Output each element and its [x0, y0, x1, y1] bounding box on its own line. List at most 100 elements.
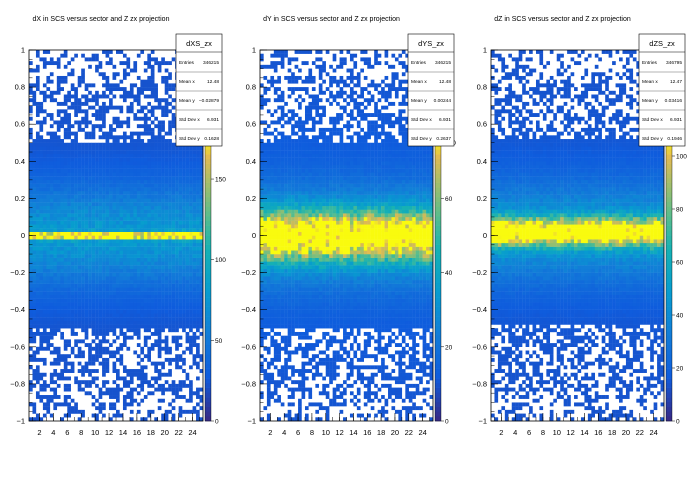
color-bar-segment: [205, 316, 211, 321]
heatmap-cell: [50, 236, 54, 240]
heatmap-cell: [106, 265, 110, 269]
heatmap-cell: [175, 187, 179, 191]
heatmap-cell: [196, 291, 200, 295]
heatmap-cell: [81, 187, 85, 191]
heatmap-cell: [81, 69, 85, 73]
heatmap-cell: [295, 317, 299, 321]
heatmap-cell: [119, 280, 123, 284]
heatmap-cell: [144, 232, 148, 236]
heatmap-cell: [36, 236, 40, 240]
heatmap-cell: [39, 299, 43, 303]
heatmap-cell: [95, 239, 99, 243]
heatmap-cell: [277, 258, 281, 262]
heatmap-cell: [263, 280, 267, 284]
heatmap-cell: [32, 169, 36, 173]
heatmap-cell: [165, 210, 169, 214]
heatmap-cell: [189, 184, 193, 188]
heatmap-cell: [74, 250, 78, 254]
heatmap-cell: [165, 180, 169, 184]
heatmap-cell: [67, 247, 71, 251]
heatmap-cell: [308, 265, 312, 269]
heatmap-cell: [284, 217, 288, 221]
heatmap-cell: [71, 165, 75, 169]
heatmap-cell: [113, 195, 117, 199]
heatmap-cell: [196, 336, 200, 340]
heatmap-cell: [113, 254, 117, 258]
heatmap-cell: [137, 143, 141, 147]
heatmap-cell: [158, 310, 162, 314]
heatmap-cell: [277, 206, 281, 210]
heatmap-cell: [102, 172, 106, 176]
heatmap-cell: [64, 295, 68, 299]
heatmap-cell: [126, 95, 130, 99]
heatmap-cell: [154, 287, 158, 291]
heatmap-cell: [302, 98, 306, 102]
heatmap-cell: [116, 306, 120, 310]
heatmap-cell: [81, 306, 85, 310]
heatmap-cell: [263, 299, 267, 303]
heatmap-cell: [305, 273, 309, 277]
heatmap-cell: [193, 158, 197, 162]
heatmap-cell: [46, 336, 50, 340]
heatmap-cell: [151, 72, 155, 76]
heatmap-cell: [154, 284, 158, 288]
heatmap-cell: [189, 195, 193, 199]
heatmap-cell: [60, 184, 64, 188]
heatmap-cell: [60, 358, 64, 362]
heatmap-cell: [116, 161, 120, 165]
heatmap-cell: [182, 236, 186, 240]
heatmap-cell: [95, 154, 99, 158]
heatmap-cell: [175, 198, 179, 202]
heatmap-cell: [147, 347, 151, 351]
heatmap-cell: [99, 395, 103, 399]
heatmap-cell: [298, 380, 302, 384]
heatmap-cell: [154, 195, 158, 199]
heatmap-cell: [57, 224, 61, 228]
heatmap-cell: [186, 295, 190, 299]
heatmap-cell: [263, 261, 267, 265]
heatmap-cell: [53, 402, 57, 406]
heatmap-cell: [144, 80, 148, 84]
heatmap-cell: [302, 325, 306, 329]
heatmap-cell: [140, 106, 144, 110]
heatmap-cell: [147, 239, 151, 243]
heatmap-cell: [102, 120, 106, 124]
heatmap-cell: [140, 239, 144, 243]
heatmap-cell: [137, 124, 141, 128]
heatmap-cell: [302, 302, 306, 306]
heatmap-cell: [74, 169, 78, 173]
heatmap-cell: [165, 358, 169, 362]
heatmap-cell: [81, 169, 85, 173]
heatmap-cell: [161, 347, 165, 351]
heatmap-cell: [95, 187, 99, 191]
heatmap-cell: [298, 310, 302, 314]
heatmap-cell: [102, 261, 106, 265]
heatmap-cell: [109, 313, 113, 317]
heatmap-cell: [74, 217, 78, 221]
heatmap-cell: [57, 184, 61, 188]
heatmap-cell: [281, 184, 285, 188]
heatmap-cell: [305, 247, 309, 251]
heatmap-cell: [119, 150, 123, 154]
heatmap-cell: [161, 165, 165, 169]
heatmap-cell: [106, 347, 110, 351]
heatmap-cell: [57, 210, 61, 214]
heatmap-cell: [95, 321, 99, 325]
heatmap-cell: [193, 236, 197, 240]
heatmap-cell: [158, 332, 162, 336]
heatmap-cell: [74, 280, 78, 284]
heatmap-cell: [81, 295, 85, 299]
heatmap-cell: [64, 384, 68, 388]
heatmap-cell: [179, 250, 183, 254]
heatmap-cell: [36, 135, 40, 139]
heatmap-cell: [85, 243, 89, 247]
heatmap-cell: [295, 388, 299, 392]
color-bar-segment: [205, 202, 211, 207]
heatmap-cell: [32, 184, 36, 188]
heatmap-cell: [95, 306, 99, 310]
heatmap-cell: [158, 276, 162, 280]
heatmap-cell: [270, 83, 274, 87]
heatmap-cell: [109, 221, 113, 225]
heatmap-cell: [288, 254, 292, 258]
